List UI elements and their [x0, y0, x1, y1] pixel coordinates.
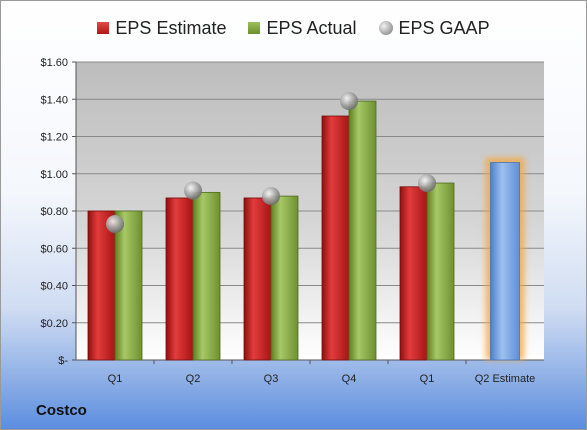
- x-tick-label: Q2: [186, 373, 201, 385]
- legend-swatch-eps-estimate: [97, 22, 110, 34]
- y-tick-label: $0.40: [40, 281, 68, 293]
- bar-eps-estimate: [243, 197, 272, 361]
- legend-label-eps-estimate: EPS Estimate: [115, 17, 227, 38]
- legend-item-eps-estimate: EPS Estimate: [97, 18, 226, 39]
- y-tick-label: $0.20: [40, 318, 68, 330]
- y-tick-label: $1.20: [40, 132, 68, 144]
- bar-eps-actual: [114, 210, 143, 361]
- bars: [87, 100, 525, 361]
- gaap-points: [106, 92, 436, 234]
- y-tick-label: $0.80: [40, 206, 68, 218]
- legend-swatch-eps-gaap: [378, 21, 393, 35]
- y-tick-label: $1.40: [40, 94, 68, 106]
- legend-label-eps-gaap: EPS GAAP: [398, 17, 490, 38]
- chart-legend: EPS Estimate EPS Actual EPS GAAP: [0, 14, 587, 42]
- legend-swatch-eps-actual: [248, 22, 261, 34]
- x-tick-label: Q2 Estimate: [475, 373, 536, 385]
- y-tick-label: $-: [58, 355, 68, 367]
- point-eps-gaap: [262, 187, 280, 206]
- x-tick-label: Q3: [264, 373, 279, 385]
- bar-eps-estimate: [165, 197, 194, 361]
- bar-q2-estimate: [490, 162, 520, 361]
- bar-eps-actual: [270, 195, 299, 361]
- legend-item-eps-gaap: EPS GAAP: [378, 17, 490, 39]
- bar-eps-actual: [426, 182, 455, 361]
- bar-eps-estimate: [399, 186, 428, 361]
- y-tick-label: $1.00: [40, 169, 68, 181]
- point-eps-gaap: [340, 92, 358, 111]
- x-tick-label: Q1: [108, 373, 123, 385]
- x-tick-label: Q1: [420, 373, 435, 385]
- point-eps-gaap: [184, 181, 202, 200]
- legend-item-eps-actual: EPS Actual: [248, 17, 357, 39]
- grid-lines: [72, 61, 544, 364]
- y-tick-label: $0.60: [40, 243, 68, 255]
- company-name: Costco: [36, 402, 87, 419]
- legend-label-eps-actual: EPS Actual: [266, 17, 357, 38]
- bar-eps-actual: [192, 191, 221, 361]
- tick-labels: $- $0.20 $0.40 $0.60 $0.80 $1.00 $1.20 $1.40 $1.…: [40, 57, 535, 385]
- bar-eps-actual: [348, 100, 377, 361]
- point-eps-gaap: [418, 174, 436, 193]
- bar-eps-estimate: [87, 210, 116, 361]
- point-eps-gaap: [106, 215, 124, 234]
- bar-eps-estimate: [321, 115, 350, 361]
- x-tick-label: Q4: [342, 373, 357, 385]
- y-tick-label: $1.60: [40, 57, 68, 69]
